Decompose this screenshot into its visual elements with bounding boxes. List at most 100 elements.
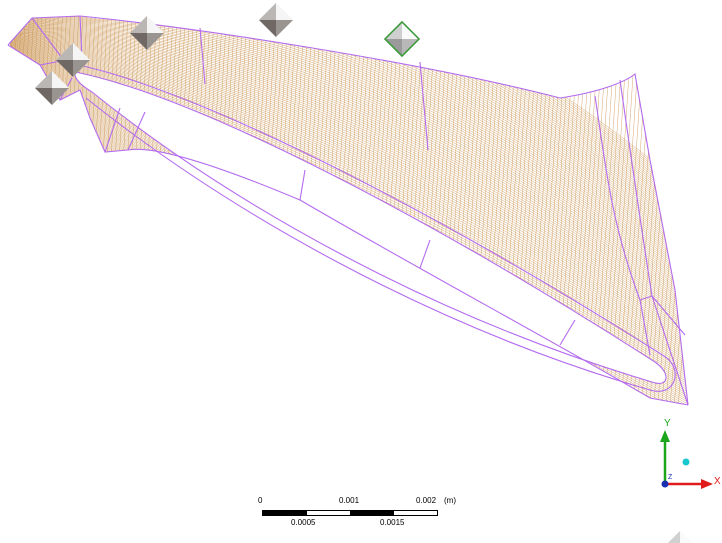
mesh-line [150, 16, 191, 405]
mesh-line [9, 68, 688, 405]
axis-x-label: X [714, 476, 721, 487]
mesh-line [9, 16, 688, 192]
mesh-line [9, 68, 688, 405]
mesh-line [277, 16, 318, 405]
mesh-line [9, 45, 688, 354]
mesh-line [9, 16, 688, 257]
mesh-line [8, 16, 39, 405]
mesh-line [9, 85, 688, 405]
mesh-line [9, 28, 688, 285]
mesh-line [9, 42, 688, 341]
mesh-line [252, 16, 294, 405]
mesh-line [281, 16, 322, 405]
mesh-line [9, 27, 688, 283]
mesh-line [9, 39, 688, 329]
scale-label-00005: 0.0005 [291, 518, 316, 527]
mesh-line [9, 16, 688, 259]
mesh-line [9, 30, 688, 289]
mesh-line [9, 35, 688, 311]
mesh-line [9, 40, 688, 333]
mesh-line [9, 16, 688, 220]
block-edge-line [619, 79, 653, 297]
scale-segment-black-1 [263, 511, 307, 515]
scale-label-0002: 0.002 [416, 496, 437, 505]
mesh-line [158, 16, 199, 405]
mesh-line [322, 16, 363, 405]
green-diamond-handle[interactable] [384, 21, 420, 57]
mesh-line [9, 38, 688, 327]
mesh-line [9, 24, 688, 275]
mesh-line [9, 26, 688, 279]
mesh-line [8, 16, 31, 405]
mesh-line [174, 16, 216, 405]
mesh-line [9, 16, 688, 210]
mesh-line [9, 16, 688, 212]
mesh-line [9, 16, 688, 198]
mesh-line [8, 16, 15, 405]
scale-bar-segments [262, 510, 438, 516]
mesh-line [9, 23, 688, 273]
mesh-line [121, 16, 162, 405]
mesh-line [9, 40, 688, 335]
scale-label-0001: 0.001 [339, 496, 360, 505]
mesh-line [8, 16, 11, 405]
mesh-line [9, 46, 688, 362]
mesh-line [8, 16, 23, 405]
scale-bar: 0 0.001 0.002 (m) 0.0005 0.0015 [258, 496, 458, 536]
gray-diamond-handle-4[interactable] [258, 2, 294, 38]
mesh-line [269, 16, 310, 405]
mesh-line [9, 32, 688, 297]
axis-z-label: Z [668, 474, 673, 481]
mesh-line [9, 22, 688, 271]
gray-diamond-handle-1[interactable] [55, 42, 91, 78]
gray-diamond-handle-2[interactable] [34, 70, 70, 106]
scale-segment-white-2 [393, 511, 437, 515]
gray-diamond-handle-3[interactable] [129, 15, 165, 51]
mesh-line [9, 20, 688, 267]
mesh-line [9, 21, 688, 269]
mesh-line [133, 16, 175, 405]
scale-unit: (m) [444, 496, 456, 505]
block-edge-line [104, 107, 146, 153]
mesh-line [265, 16, 306, 405]
block-edge-line [594, 95, 651, 356]
mesh-line [125, 16, 166, 405]
mesh-line [9, 16, 688, 214]
mesh-line [9, 16, 688, 200]
block-edge-line [639, 295, 689, 406]
mesh-line [9, 31, 688, 295]
mesh-line [9, 41, 688, 339]
block-edge-line [73, 63, 676, 392]
mesh-line [9, 16, 688, 206]
mesh-line [301, 16, 343, 405]
mesh-line [9, 27, 688, 281]
block-edge-line [7, 44, 689, 406]
mesh-line [260, 16, 302, 405]
mesh-line [8, 16, 35, 405]
mesh-line [183, 16, 224, 405]
scale-label-00015: 0.0015 [380, 518, 405, 527]
axis-triad [660, 430, 713, 489]
mesh-line [9, 16, 688, 222]
mesh-line [9, 42, 688, 345]
mesh-line [9, 31, 688, 293]
mesh-line [338, 16, 380, 405]
mesh-line [9, 29, 688, 287]
corner-diamond-handle[interactable] [662, 530, 698, 543]
mesh-line [195, 16, 236, 405]
mesh-line [9, 17, 688, 263]
scale-segment-black-2 [350, 511, 394, 515]
mesh-line [9, 86, 688, 405]
mesh-line [9, 16, 688, 218]
mesh-line [9, 16, 688, 224]
scale-label-0: 0 [258, 496, 263, 505]
mesh-line [256, 16, 298, 405]
mesh-line [9, 16, 688, 216]
mesh-line [314, 16, 355, 405]
mesh-line [9, 34, 688, 307]
axis-y-label: Y [664, 418, 671, 429]
mesh-line [9, 47, 688, 364]
block-edge-line [74, 71, 667, 384]
